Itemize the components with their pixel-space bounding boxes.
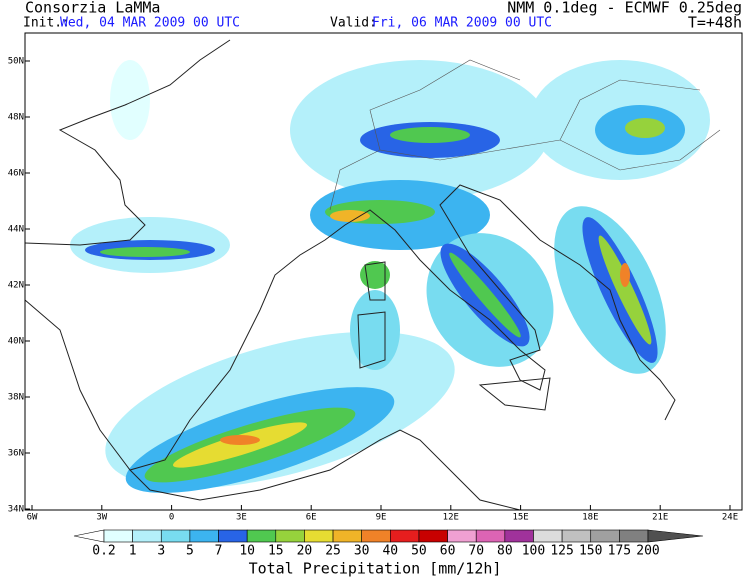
colorbar-box <box>103 529 133 543</box>
colorbar-box <box>218 529 248 543</box>
lat-label: 38N <box>8 393 24 403</box>
lat-label: 44N <box>8 225 24 235</box>
colorbar-label: 40 <box>382 544 398 559</box>
colorbar-box <box>304 529 334 543</box>
lon-label: 12E <box>443 513 459 523</box>
colorbar-label: 20 <box>297 544 313 559</box>
coastlines <box>24 39 721 511</box>
colorbar-box <box>132 529 162 543</box>
colorbar-arrow <box>73 529 105 543</box>
colorbar-arrow <box>647 529 704 543</box>
colorbar-label: 80 <box>497 544 513 559</box>
lon-label: 6E <box>306 513 317 523</box>
colorbar-title: Total Precipitation [mm/12h] <box>249 560 502 578</box>
lat-label: 46N <box>8 169 24 179</box>
colorbar-box <box>561 529 592 543</box>
colorbar-label: 125 <box>550 544 573 559</box>
colorbar-box <box>504 529 534 543</box>
colorbar-box <box>590 529 620 543</box>
precipitation-field <box>70 60 710 493</box>
lon-label: 18E <box>582 513 598 523</box>
model-title: NMM 0.1deg - ECMWF 0.25deg <box>507 0 742 17</box>
colorbar-box <box>447 529 477 543</box>
colorbar-label: 25 <box>325 544 341 559</box>
colorbar-box <box>332 529 362 543</box>
colorbar-box <box>475 529 506 543</box>
colorbar-box <box>275 529 305 543</box>
colorbar-box <box>418 529 448 543</box>
colorbar-box <box>246 529 277 543</box>
lat-label: 50N <box>8 57 24 67</box>
colorbar-box <box>619 529 649 543</box>
lon-label: 21E <box>652 513 668 523</box>
init-value: Wed, 04 MAR 2009 00 UTC <box>60 16 240 31</box>
lon-label: 24E <box>722 513 738 523</box>
lat-label: 34N <box>8 505 24 515</box>
colorbar-box <box>361 529 391 543</box>
colorbar-label: 100 <box>522 544 545 559</box>
init-label: Init.: <box>23 16 70 31</box>
producer-title: Consorzia LaMMa <box>25 0 160 17</box>
colorbar: 0.2 1 3 5 7 10 15 20 25 30 40 50 60 70 80 100 125 150 175 2… <box>73 529 704 559</box>
colorbar-box <box>189 529 219 543</box>
colorbar-box <box>533 529 563 543</box>
colorbar-label: 1 <box>129 544 137 559</box>
lead-time: T=+48h <box>688 14 742 32</box>
colorbar-label: 150 <box>579 544 602 559</box>
map-frame <box>24 32 743 511</box>
colorbar-label: 7 <box>215 544 223 559</box>
lon-label: 9E <box>376 513 387 523</box>
lat-label: 36N <box>8 449 24 459</box>
lon-label: 3E <box>236 513 247 523</box>
colorbar-box <box>390 529 420 543</box>
colorbar-label: 70 <box>468 544 484 559</box>
colorbar-label: 5 <box>186 544 194 559</box>
colorbar-label: 200 <box>636 544 659 559</box>
colorbar-label: 175 <box>608 544 631 559</box>
lat-label: 48N <box>8 113 24 123</box>
colorbar-label: 30 <box>354 544 370 559</box>
lon-label: 15E <box>512 513 528 523</box>
colorbar-label: 15 <box>268 544 284 559</box>
valid-label: Valid: <box>330 16 377 31</box>
valid-value: Fri, 06 MAR 2009 00 UTC <box>372 16 552 31</box>
lon-label: 0 <box>169 513 174 523</box>
colorbar-label: 0.2 <box>92 544 115 559</box>
lat-label: 40N <box>8 337 24 347</box>
map-area <box>24 32 743 511</box>
colorbar-label: 60 <box>440 544 456 559</box>
colorbar-label: 10 <box>239 544 255 559</box>
lon-label: 6W <box>27 513 38 523</box>
colorbar-box <box>160 529 191 543</box>
colorbar-label: 50 <box>411 544 427 559</box>
lat-label: 42N <box>8 281 24 291</box>
lon-label: 3W <box>96 513 107 523</box>
colorbar-label: 3 <box>157 544 165 559</box>
